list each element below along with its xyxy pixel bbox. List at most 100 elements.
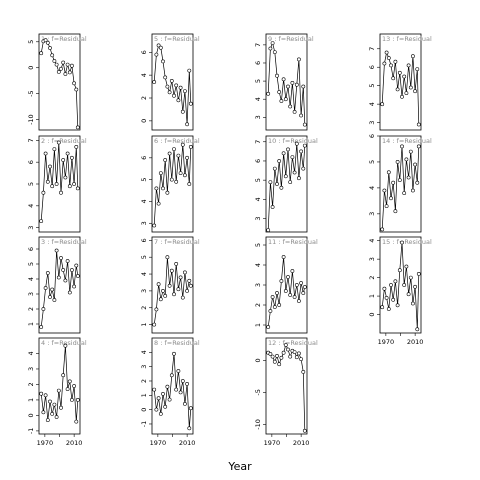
series-line <box>153 257 192 325</box>
data-point <box>296 176 301 181</box>
y-tick-label: 3 <box>140 289 148 293</box>
data-point <box>67 290 72 295</box>
data-point <box>410 54 415 59</box>
data-point <box>39 219 44 224</box>
data-point <box>406 292 411 297</box>
y-tick-label: 5 <box>27 40 35 44</box>
data-point <box>410 188 415 193</box>
data-point <box>70 155 74 160</box>
data-point <box>154 186 159 191</box>
x-tick-label: 1970 <box>264 439 281 447</box>
data-point <box>178 275 183 280</box>
y-tick-label: 1 <box>140 393 148 397</box>
y-tick-label: 3 <box>254 115 262 119</box>
y-tick-label: 2 <box>27 382 35 386</box>
data-point <box>174 261 179 266</box>
series-line <box>381 51 420 125</box>
data-point <box>380 227 385 232</box>
data-point <box>397 70 402 75</box>
y-tick-label: 7 <box>368 47 376 51</box>
strip-label: 11 : f=Residual <box>268 238 318 246</box>
y-tick-label: 5 <box>140 178 148 182</box>
data-point <box>400 144 404 149</box>
panel-frame <box>265 337 308 435</box>
data-point <box>281 77 286 82</box>
data-point <box>167 151 172 156</box>
data-point <box>299 149 304 154</box>
data-point <box>277 362 282 367</box>
data-point <box>174 179 179 184</box>
data-point <box>41 410 46 415</box>
data-point <box>286 84 290 89</box>
data-point <box>54 182 59 186</box>
strip-label: 7 : f=Residual <box>154 238 200 246</box>
x-tick-label: 2010 <box>179 439 196 447</box>
data-point <box>187 278 192 283</box>
data-point <box>185 288 190 293</box>
data-point <box>180 295 185 300</box>
data-point <box>169 268 174 273</box>
data-point <box>56 275 61 280</box>
y-tick-label: 1 <box>27 322 35 326</box>
data-point <box>43 286 48 290</box>
strip-label: 8 : f=Residual <box>154 339 200 347</box>
data-point <box>178 390 183 395</box>
data-point <box>180 142 185 147</box>
data-point <box>386 307 391 311</box>
y-tick-label: 6 <box>368 134 376 138</box>
data-point <box>279 279 284 283</box>
y-tick-label: 7 <box>27 138 35 142</box>
x-tick-label: 1970 <box>378 338 395 346</box>
y-tick-label: -10 <box>27 114 35 125</box>
data-point <box>156 43 161 48</box>
data-point <box>391 180 396 185</box>
y-tick-label: 4 <box>27 351 35 355</box>
panel-4: 4 : f=Residual -1 0 1 2 3 4 1970 2010 <box>27 337 87 447</box>
data-point <box>268 309 273 313</box>
data-point <box>154 52 159 57</box>
y-tick-label: 3 <box>368 121 376 125</box>
data-point <box>154 407 159 412</box>
y-tick-label: 4 <box>140 350 148 354</box>
data-point <box>172 351 176 356</box>
data-point <box>67 184 72 189</box>
y-tick-label: 2 <box>27 307 35 311</box>
data-point <box>386 170 391 175</box>
panel-13: 13 : f=Residual 3 4 5 6 7 <box>368 33 432 131</box>
y-tick-label: 4 <box>254 97 262 101</box>
strip-label: 13 : f=Residual <box>382 35 432 43</box>
data-point <box>63 278 68 283</box>
data-point <box>48 164 52 169</box>
data-point <box>172 147 176 152</box>
y-tick-label: 3 <box>254 216 262 220</box>
data-point <box>301 369 306 374</box>
series-line <box>40 345 79 422</box>
data-point <box>158 411 163 416</box>
y-tick-label: 0 <box>254 358 262 362</box>
data-point <box>272 50 277 55</box>
strip-label: 4 : f=Residual <box>41 339 87 347</box>
data-point <box>292 110 297 114</box>
y-tick-label: 4 <box>27 204 35 208</box>
data-point <box>54 415 59 419</box>
data-point <box>416 122 421 127</box>
data-point <box>391 76 396 81</box>
data-point <box>277 303 282 307</box>
panel-6: 6 : f=Residual 3 4 5 6 <box>140 135 200 233</box>
data-point <box>416 271 421 276</box>
data-point <box>299 113 304 118</box>
data-point <box>406 63 411 68</box>
data-point <box>288 180 293 185</box>
x-tick-label: 2010 <box>407 338 424 346</box>
y-tick-label: 7 <box>254 140 262 144</box>
y-tick-label: 6 <box>27 160 35 164</box>
panel-frame <box>265 33 308 131</box>
y-tick-label: 5 <box>140 255 148 259</box>
data-point <box>294 141 299 146</box>
panel-frame <box>151 33 194 131</box>
y-tick-label: 1 <box>254 323 262 327</box>
strip-label: 5 : f=Residual <box>154 35 200 43</box>
y-tick-label: 1 <box>368 294 376 298</box>
data-point <box>397 178 402 183</box>
